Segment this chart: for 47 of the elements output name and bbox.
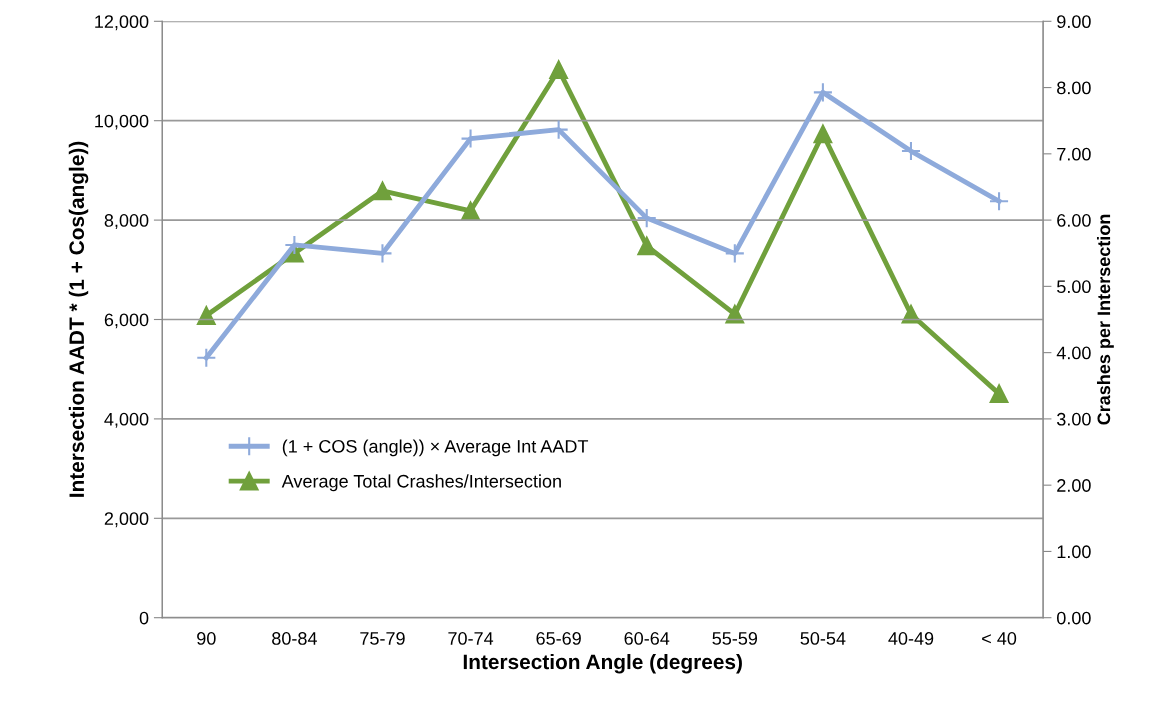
x-tick-label: 60-64 [624,632,670,645]
y-tick-label: 4,000 [104,412,149,428]
point [988,191,1010,212]
y-tick-label: 8,000 [104,214,149,229]
x-tick-label: 70-74 [448,632,494,645]
y-tick-label: 0 [139,611,149,625]
x-tick-label: 55-59 [712,632,758,645]
x-tick-label: 40-49 [888,632,934,645]
legend-label: Average Total Crashes/Intersection [281,474,561,492]
x-tick-label: 80-84 [272,632,317,645]
y2-tick-label: 5.00 [1057,280,1091,294]
y2-tick-label: 7.00 [1057,147,1091,161]
y-tick-label: 6,000 [104,313,149,329]
point [989,384,1009,404]
point [196,306,216,325]
x-tick-label: 90 [197,632,216,645]
y2-axis-title: Crashes per Intersection [1096,214,1114,425]
legend-label: (1 + COS (angle)) × Average Int AADT [282,439,589,457]
x-tick-label: 75-79 [360,632,405,645]
y2-tick-label: 2.00 [1057,479,1091,492]
point [900,140,922,162]
point [812,82,833,103]
x-tick-label: 65-69 [536,632,581,645]
point [636,208,657,229]
y2-tick-label: 9.00 [1057,15,1091,29]
y-tick-label: 2,000 [104,512,149,528]
y2-tick-label: 3.00 [1056,412,1091,426]
point [549,60,569,80]
y-tick-label: 12,000 [95,15,149,31]
y-axis-title: Intersection AADT * (1 + Cos(angle)) [68,141,89,497]
point [461,201,480,221]
x-tick-label: < 40 [982,632,1017,645]
x-tick-label: 50-54 [800,632,846,645]
point [637,236,657,256]
point [724,243,745,264]
point [813,124,833,144]
y-tick-label: 10,000 [95,114,149,130]
y2-tick-label: 0.00 [1057,611,1091,625]
point [725,304,745,324]
point [373,181,392,201]
point [196,347,217,368]
y2-tick-label: 1.00 [1057,545,1091,559]
y2-tick-label: 6.00 [1057,214,1091,227]
y2-tick-label: 4.00 [1056,346,1091,360]
y2-tick-label: 8.00 [1057,81,1091,95]
point [901,304,921,324]
x-axis-title: Intersection Angle (degrees) [463,653,742,674]
